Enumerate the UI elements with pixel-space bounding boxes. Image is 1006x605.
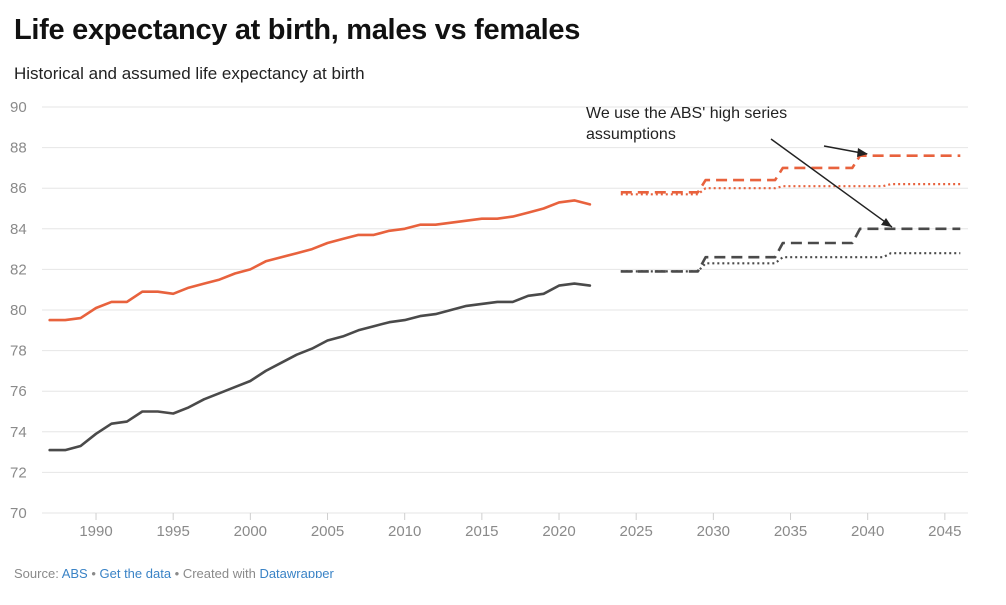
male-dotted-line — [620, 252, 961, 273]
y-tick-label: 88 — [10, 140, 27, 157]
x-tick-label: 2015 — [465, 523, 498, 540]
x-tick-label: 2035 — [774, 523, 807, 540]
x-tick-label: 2045 — [928, 523, 961, 540]
arrowhead-icon — [857, 148, 868, 157]
datawrapper-link[interactable]: Datawrapper — [259, 566, 334, 578]
annotation-line-2: assumptions — [586, 126, 676, 143]
chart-title: Life expectancy at birth, males vs femal… — [14, 14, 581, 46]
x-tick-label: 2010 — [388, 523, 421, 540]
annotation: We use the ABS' high series assumptions — [586, 105, 893, 228]
x-tick-label: 2005 — [311, 523, 344, 540]
line-chart: 70 72 74 76 78 80 82 84 86 88 90 1990 1995 2000 2005 2… — [10, 99, 968, 540]
source-link[interactable]: ABS — [61, 566, 88, 578]
y-tick-label: 70 — [10, 505, 27, 522]
chart-footer: Source: ABS • Get the data • Created wit… — [14, 566, 334, 578]
x-tick-label: 1995 — [156, 523, 189, 540]
y-tick-label: 80 — [10, 302, 27, 319]
annotation-arrow-to-male — [770, 138, 893, 228]
y-tick-label: 78 — [10, 343, 27, 360]
x-axis-ticks: 1990 1995 2000 2005 2010 2015 2020 2025 2030 2035… — [79, 513, 962, 540]
x-tick-label: 2000 — [234, 523, 267, 540]
female-dashed-line — [620, 154, 961, 194]
footer-separator: • — [87, 566, 100, 578]
annotation-line-1: We use the ABS' high series — [586, 105, 787, 122]
x-tick-label: 1990 — [79, 523, 112, 540]
x-tick-label: 2025 — [619, 523, 652, 540]
y-tick-label: 82 — [10, 261, 27, 278]
male-solid-line — [48, 282, 592, 452]
female-solid-line — [48, 199, 592, 322]
y-tick-label: 74 — [10, 424, 27, 441]
y-tick-label: 84 — [10, 221, 27, 238]
y-tick-label: 76 — [10, 383, 27, 400]
x-tick-label: 2040 — [851, 523, 884, 540]
footer-separator: • Created with — [171, 566, 260, 578]
series-lines — [48, 154, 961, 452]
female-dotted-line — [620, 183, 961, 196]
y-tick-label: 86 — [10, 180, 27, 197]
x-tick-label: 2020 — [542, 523, 575, 540]
x-tick-label: 2030 — [697, 523, 730, 540]
y-axis-ticks: 70 72 74 76 78 80 82 84 86 88 90 — [10, 99, 27, 522]
y-tick-label: 90 — [10, 99, 27, 116]
arrowhead-icon — [881, 218, 892, 227]
source-prefix: Source: — [14, 566, 62, 578]
gridlines — [42, 106, 968, 514]
chart-subtitle: Historical and assumed life expectancy a… — [14, 64, 365, 83]
get-data-link[interactable]: Get the data — [99, 566, 172, 578]
male-dashed-line — [620, 227, 961, 273]
y-tick-label: 72 — [10, 464, 27, 481]
